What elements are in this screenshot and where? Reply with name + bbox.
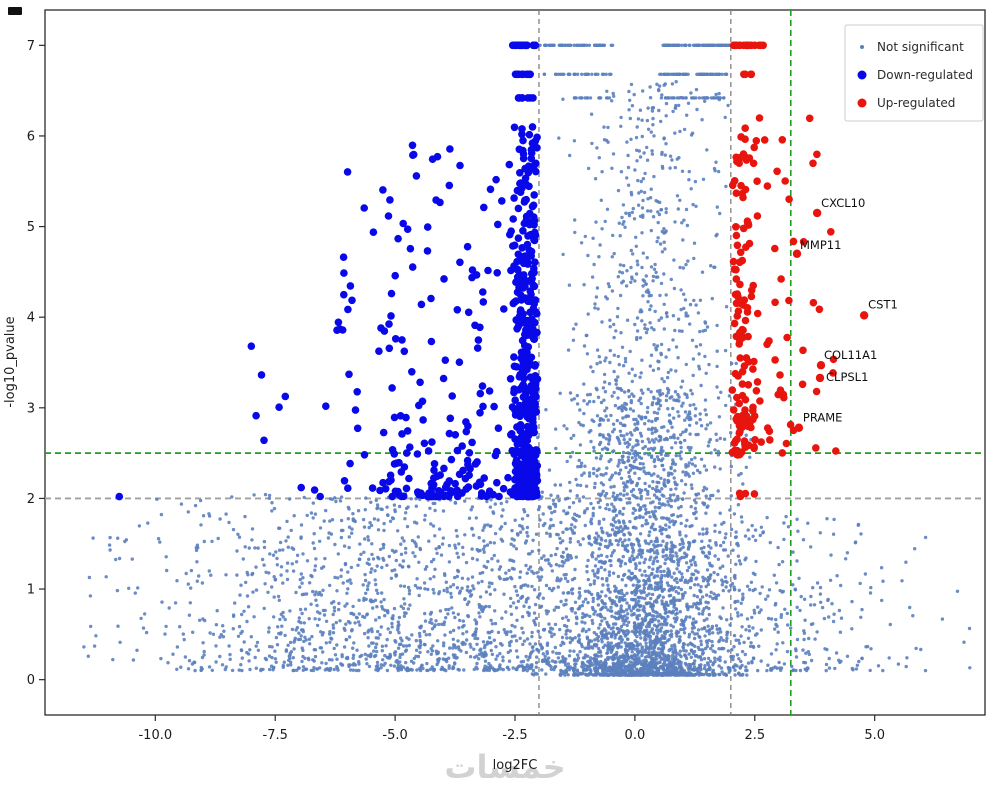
y-axis-label: -log10_pvalue [3,316,18,407]
legend: Not significant Down-regulated Up-regula… [844,24,984,122]
x-axis-label: log2FC [493,758,538,773]
gene-label: CLPSL1 [826,370,868,384]
x-tick-label: -7.5 [263,728,288,743]
series-not-significant [82,43,972,677]
gene-point [812,208,822,218]
legend-item-up-regulated: Up-regulated [857,96,955,110]
axes: -10.0 -7.5 -5.0 -2.5 0.0 2.5 5.0 0 1 2 3 4 5 6 7 [27,39,885,743]
x-tick-label: 0.0 [625,728,646,743]
not-significant-marker-icon [860,45,864,49]
gene-label: PRAME [803,411,843,425]
y-tick-label: 2 [27,492,35,507]
gene-annotations: CXCL10 MMP11 CST1 COL11A1 CLPSL1 PRAME [792,196,898,432]
gene-point [859,311,869,320]
gene-label: CST1 [868,297,898,311]
y-tick-label: 3 [27,401,35,416]
y-tick-label: 7 [27,39,35,54]
x-tick-label: -5.0 [382,728,407,743]
gene-label: CXCL10 [821,196,865,210]
gene-point [794,423,804,432]
y-tick-label: 5 [27,220,35,235]
y-tick-label: 0 [27,673,35,688]
plot-border [44,9,986,716]
y-tick-label: 4 [27,311,35,326]
gene-label: MMP11 [800,238,841,252]
series-down-regulated [115,41,542,501]
gene-point [816,361,826,370]
up-regulated-marker-icon [857,98,867,108]
gene-label: COL11A1 [824,348,877,362]
y-tick-label: 1 [27,583,35,598]
legend-label: Up-regulated [877,96,955,110]
series-up-regulated [728,41,840,501]
gene-point [815,373,825,383]
y-tick-label: 6 [27,129,35,144]
x-tick-label: -10.0 [138,728,172,743]
x-tick-label: 2.5 [744,728,765,743]
legend-label: Not significant [877,40,964,54]
legend-item-down-regulated: Down-regulated [857,68,973,82]
down-regulated-marker-icon [857,70,867,80]
x-tick-label: 5.0 [864,728,885,743]
legend-item-not-significant: Not significant [860,40,964,54]
x-tick-label: -2.5 [502,728,527,743]
gene-point [792,249,802,258]
legend-box [844,24,984,122]
watermark-text: خمسات [444,748,565,786]
legend-label: Down-regulated [877,68,973,82]
corner-mark [8,7,22,15]
